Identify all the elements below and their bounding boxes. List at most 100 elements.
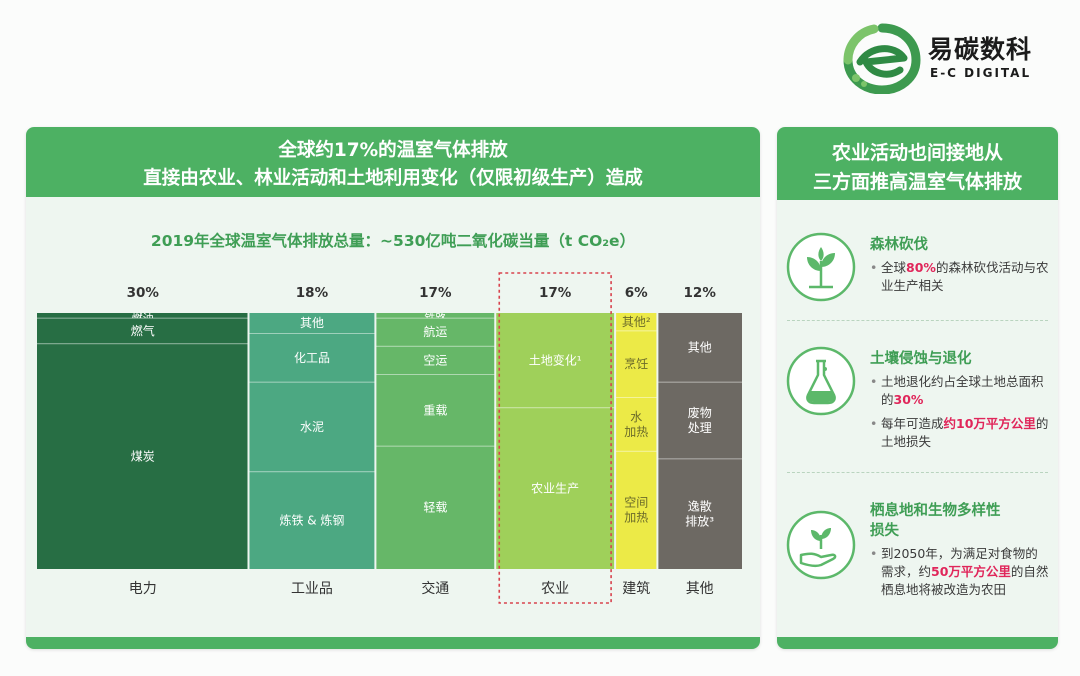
impact-bullet-1-0: • 土地退化约占全球土地总面积的30% — [870, 373, 1050, 409]
indirect-impacts-panel: 农业活动也间接地从 三方面推高温室气体排放 森林砍伐 • 全球80%的森林砍伐活动与… — [777, 127, 1058, 649]
bullet-dot-icon: • — [870, 416, 878, 431]
segment-4-1 — [615, 330, 658, 398]
bullet-text: 土地退化约占全球土地总面积的30% — [870, 373, 1050, 409]
segment-label-4-1: 烹饪 — [624, 356, 648, 371]
segment-1-0 — [248, 313, 376, 334]
flask-icon — [786, 346, 856, 416]
category-label-5: 其他 — [686, 581, 714, 597]
highlight-value: 80% — [906, 260, 936, 275]
segment-label-5-1: 废物处理 — [688, 405, 712, 435]
highlight-value: 30% — [893, 392, 924, 407]
segment-4-0 — [615, 313, 658, 331]
category-label-2: 交通 — [421, 580, 449, 597]
bullet-fragment: 到2050年，为满足对食物的需求，约 — [881, 546, 1038, 579]
bullet-fragment: 的土地损失 — [881, 416, 1049, 449]
bullet-text: 每年可造成约10万平方公里的土地损失 — [870, 415, 1050, 451]
segment-4-2 — [615, 397, 658, 452]
bullet-dot-icon: • — [870, 374, 878, 389]
highlight-value: 约10万平方公里 — [943, 416, 1036, 431]
brand-logo: 易碳数科 E-C DIGITAL — [842, 22, 1052, 95]
bullet-fragment: 的森林砍伐 — [935, 260, 999, 275]
segment-label-4-2: 水加热 — [624, 409, 648, 438]
impacts-panel-footer — [777, 637, 1058, 649]
impact-bullet-2-0: • 到2050年，为满足对食物的需求，约50万平方公里的自然栖息地将被改造为农田 — [870, 545, 1050, 599]
share-label-5: 12% — [684, 285, 717, 301]
segment-3-0 — [495, 313, 616, 408]
chart-panel-footer — [26, 637, 760, 649]
category-label-0: 电力 — [129, 581, 157, 597]
bullet-text: 全球80%的森林砍伐活动与农业生产相关 — [870, 259, 1050, 295]
segment-2-2 — [375, 346, 496, 375]
chart-title-line-2: 直接由农业、林业活动和土地利用变化（仅限初级生产）造成 — [143, 168, 643, 189]
impacts-title-line-2: 三方面推高温室气体排放 — [812, 171, 1022, 193]
segment-5-0 — [657, 313, 742, 383]
segment-5-1 — [657, 382, 742, 459]
impact-bullet-0-0: • 全球80%的森林砍伐活动与农业生产相关 — [870, 259, 1050, 295]
highlight-value: 50万平方公里 — [931, 564, 1011, 579]
sprout-icon — [786, 232, 856, 302]
segment-2-1 — [375, 318, 496, 347]
category-label-3: 农业 — [541, 581, 569, 597]
segment-label-0-2: 煤炭 — [131, 449, 155, 463]
segment-1-3 — [248, 471, 376, 569]
item-separator — [787, 320, 1048, 321]
segment-1-2 — [248, 382, 376, 472]
impacts-panel-header: 农业活动也间接地从 三方面推高温室气体排放 — [777, 127, 1058, 200]
category-label-1: 工业品 — [291, 581, 333, 597]
segment-label-2-2: 空运 — [423, 353, 447, 367]
category-label-4: 建筑 — [622, 581, 650, 597]
segment-label-1-2: 水泥 — [300, 419, 324, 433]
logo-name-cn: 易碳数科 — [928, 35, 1033, 64]
bullet-fragment: 土地退化约占全球土地总面积的 — [881, 374, 1044, 407]
segment-label-2-1: 航运 — [423, 324, 447, 339]
segment-2-4 — [375, 446, 496, 569]
bullet-fragment: 的自然栖息地将被改造为农田 — [881, 564, 1049, 597]
segment-label-4-0: 其他² — [622, 314, 651, 328]
segment-0-0 — [37, 313, 249, 319]
emissions-chart-panel: 全球约17%的温室气体排放 直接由农业、林业活动和土地利用变化（仅限初级生产）造… — [26, 127, 760, 649]
segment-5-2 — [657, 458, 742, 569]
agriculture-highlight-box — [498, 272, 612, 604]
segment-label-4-3: 空间加热 — [624, 495, 648, 524]
segment-label-3-0: 土地变化¹ — [529, 352, 582, 367]
segment-3-1 — [495, 407, 616, 569]
segment-4-3 — [615, 451, 658, 569]
segment-1-1 — [248, 333, 376, 383]
bullet-fragment: 活动与农业生产相关 — [881, 260, 1049, 293]
item-separator — [787, 472, 1048, 473]
impact-bullet-1-1: • 每年可造成约10万平方公里的土地损失 — [870, 415, 1050, 451]
impact-item-title-2-1: 损失 — [870, 523, 899, 539]
bullet-dot-icon: • — [870, 260, 878, 275]
segment-label-5-2: 逸散排放³ — [685, 498, 714, 528]
segment-2-0 — [375, 313, 496, 319]
bullet-text: 到2050年，为满足对食物的需求，约50万平方公里的自然栖息地将被改造为农田 — [870, 545, 1050, 599]
impact-item-title-2-0: 栖息地和生物多样性 — [870, 503, 1001, 519]
impact-item-title-1-0: 土壤侵蚀与退化 — [870, 351, 972, 367]
share-label-3: 17% — [539, 285, 572, 301]
segment-label-1-3: 炼铁 & 炼钢 — [279, 512, 344, 527]
share-label-4: 6% — [625, 285, 648, 301]
segment-label-2-4: 轻载 — [423, 500, 447, 514]
share-label-2: 17% — [419, 285, 452, 301]
segment-label-0-1: 燃气 — [131, 322, 155, 337]
bullet-fragment: 全球 — [881, 260, 907, 275]
hand-plant-icon — [786, 510, 856, 580]
segment-2-3 — [375, 374, 496, 447]
logo-name-en: E-C DIGITAL — [930, 66, 1032, 80]
leaf-logo-icon — [843, 23, 921, 95]
bullet-fragment: 每年可造成 — [881, 416, 944, 431]
segment-label-3-1: 农业生产 — [531, 481, 579, 495]
impact-item-title-0-0: 森林砍伐 — [870, 237, 928, 253]
segment-0-1 — [37, 318, 249, 344]
segment-label-1-1: 化工品 — [294, 350, 330, 364]
share-label-0: 30% — [127, 285, 160, 301]
chart-subtitle: 2019年全球温室气体排放总量：~530亿吨二氧化碳当量（t CO₂e） — [150, 232, 636, 250]
segment-0-2 — [37, 343, 249, 569]
segment-label-5-0: 其他 — [688, 340, 712, 354]
chart-title-line-1: 全球约17%的温室气体排放 — [278, 140, 508, 161]
chart-panel-header: 全球约17%的温室气体排放 直接由农业、林业活动和土地利用变化（仅限初级生产）造… — [26, 127, 760, 197]
share-label-1: 18% — [296, 285, 329, 301]
impacts-title-line-1: 农业活动也间接地从 — [831, 142, 1003, 164]
bullet-dot-icon: • — [870, 546, 878, 561]
